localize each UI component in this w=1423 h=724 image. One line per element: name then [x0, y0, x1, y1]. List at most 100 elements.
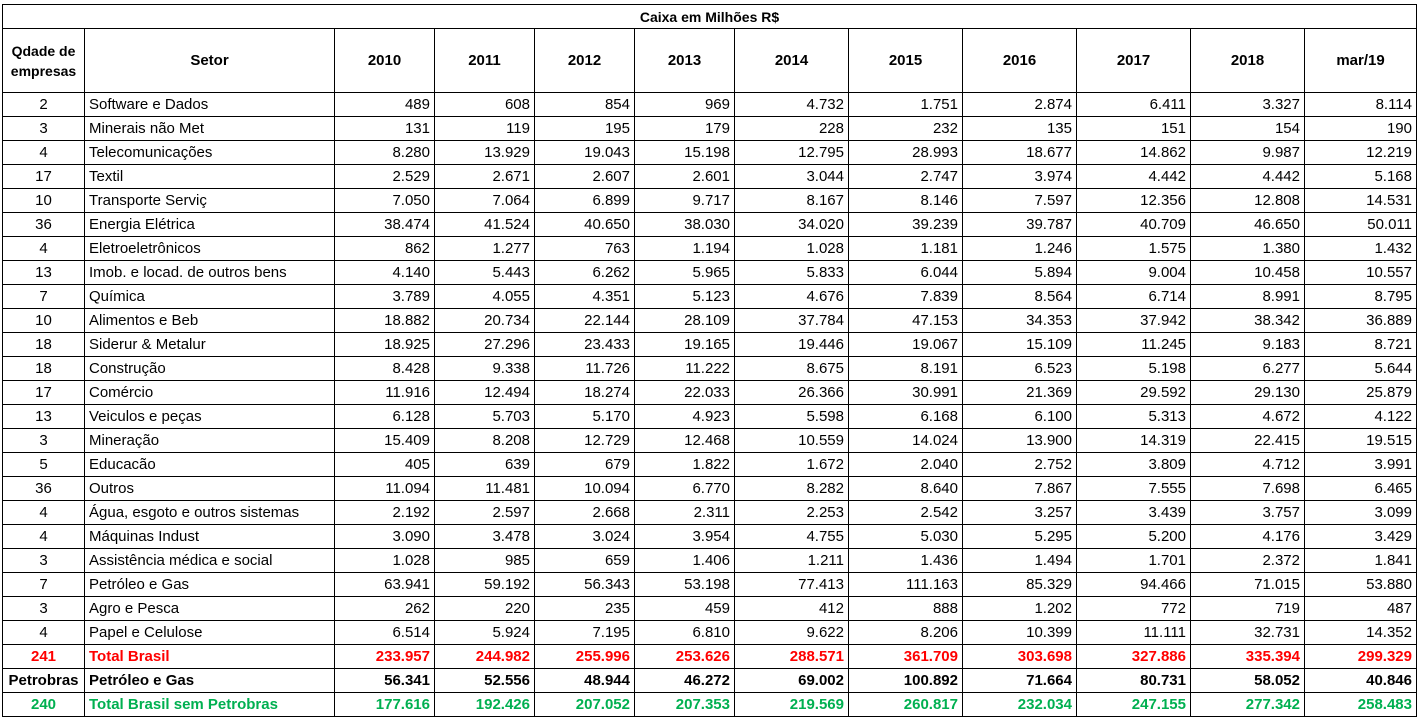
value-cell: 47.153	[848, 308, 963, 333]
value-cell: 5.200	[1076, 524, 1191, 549]
value-cell: 10.557	[1304, 260, 1417, 285]
value-cell: 34.353	[962, 308, 1077, 333]
value-cell: 4.672	[1190, 404, 1305, 429]
table-row: 3 Mineração 15.409 8.208 12.729 12.468 10.559 1…	[2, 428, 1417, 453]
value-cell: 11.111	[1076, 620, 1191, 645]
value-cell: 8.564	[962, 284, 1077, 309]
value-cell: 10.094	[534, 476, 635, 501]
value-cell: 27.296	[434, 332, 535, 357]
value-cell: 177.616	[334, 692, 435, 717]
value-cell: 12.808	[1190, 188, 1305, 213]
value-cell: 405	[334, 452, 435, 477]
value-cell: 18.882	[334, 308, 435, 333]
value-cell: 6.714	[1076, 284, 1191, 309]
value-cell: 5.598	[734, 404, 849, 429]
value-cell: 19.067	[848, 332, 963, 357]
value-cell: 8.640	[848, 476, 963, 501]
header-setor: Setor	[84, 28, 335, 93]
value-cell: 12.729	[534, 428, 635, 453]
qtd-cell: 18	[2, 356, 85, 381]
value-cell: 2.597	[434, 500, 535, 525]
value-cell: 85.329	[962, 572, 1077, 597]
value-cell: 3.809	[1076, 452, 1191, 477]
table-row: 36 Energia Elétrica 38.474 41.524 40.650 38.0…	[2, 212, 1417, 237]
value-cell: 1.277	[434, 236, 535, 261]
sector-cell: Papel e Celulose	[84, 620, 335, 645]
value-cell: 5.703	[434, 404, 535, 429]
qtd-cell: 4	[2, 236, 85, 261]
value-cell: 3.478	[434, 524, 535, 549]
total-row: 240 Total Brasil sem Petrobras 177.616 192.…	[2, 692, 1417, 717]
table-row: 17 Comércio 11.916 12.494 18.274 22.033 26.366…	[2, 380, 1417, 405]
value-cell: 1.406	[634, 548, 735, 573]
value-cell: 1.822	[634, 452, 735, 477]
value-cell: 1.494	[962, 548, 1077, 573]
value-cell: 2.752	[962, 452, 1077, 477]
value-cell: 207.052	[534, 692, 635, 717]
qtd-cell: 10	[2, 188, 85, 213]
value-cell: 1.028	[334, 548, 435, 573]
value-cell: 4.442	[1190, 164, 1305, 189]
value-cell: 327.886	[1076, 644, 1191, 669]
value-cell: 1.701	[1076, 548, 1191, 573]
sector-cell: Minerais não Met	[84, 116, 335, 141]
value-cell: 8.208	[434, 428, 535, 453]
value-cell: 8.675	[734, 356, 849, 381]
value-cell: 2.607	[534, 164, 635, 189]
value-cell: 6.168	[848, 404, 963, 429]
value-cell: 2.601	[634, 164, 735, 189]
value-cell: 29.130	[1190, 380, 1305, 405]
value-cell: 335.394	[1190, 644, 1305, 669]
value-cell: 5.170	[534, 404, 635, 429]
table-row: 4 Máquinas Indust 3.090 3.478 3.024 3.954 4.75…	[2, 524, 1417, 549]
header-year: 2015	[848, 28, 963, 93]
sector-cell: Veiculos e peças	[84, 404, 335, 429]
sector-cell: Petróleo e Gas	[84, 572, 335, 597]
qtd-cell: 4	[2, 500, 85, 525]
table-row: 7 Química 3.789 4.055 4.351 5.123 4.676 7.839 8.…	[2, 284, 1417, 309]
value-cell: 2.668	[534, 500, 635, 525]
table-title: Caixa em Milhões R$	[2, 4, 1417, 29]
value-cell: 459	[634, 596, 735, 621]
value-cell: 22.033	[634, 380, 735, 405]
value-cell: 11.094	[334, 476, 435, 501]
value-cell: 3.954	[634, 524, 735, 549]
table-row: 3 Minerais não Met 131 119 195 179 228 232 135 15…	[2, 116, 1417, 141]
value-cell: 9.717	[634, 188, 735, 213]
value-cell: 6.411	[1076, 92, 1191, 117]
value-cell: 233.957	[334, 644, 435, 669]
value-cell: 22.415	[1190, 428, 1305, 453]
value-cell: 38.474	[334, 212, 435, 237]
value-cell: 4.055	[434, 284, 535, 309]
qtd-cell: 17	[2, 164, 85, 189]
value-cell: 77.413	[734, 572, 849, 597]
table-row: 7 Petróleo e Gas 63.941 59.192 56.343 53.198 7…	[2, 572, 1417, 597]
value-cell: 1.202	[962, 596, 1077, 621]
value-cell: 361.709	[848, 644, 963, 669]
value-cell: 247.155	[1076, 692, 1191, 717]
value-cell: 18.925	[334, 332, 435, 357]
value-cell: 262	[334, 596, 435, 621]
value-cell: 10.559	[734, 428, 849, 453]
sector-cell: Mineração	[84, 428, 335, 453]
value-cell: 8.428	[334, 356, 435, 381]
value-cell: 1.432	[1304, 236, 1417, 261]
value-cell: 4.351	[534, 284, 635, 309]
value-cell: 10.458	[1190, 260, 1305, 285]
value-cell: 412	[734, 596, 849, 621]
qtd-cell: 10	[2, 308, 85, 333]
value-cell: 100.892	[848, 668, 963, 693]
value-cell: 14.352	[1304, 620, 1417, 645]
value-cell: 4.923	[634, 404, 735, 429]
qtd-cell: 3	[2, 596, 85, 621]
value-cell: 9.622	[734, 620, 849, 645]
value-cell: 13.900	[962, 428, 1077, 453]
value-cell: 5.168	[1304, 164, 1417, 189]
value-cell: 4.712	[1190, 452, 1305, 477]
value-cell: 6.044	[848, 260, 963, 285]
sector-cell: Eletroeletrônicos	[84, 236, 335, 261]
qtd-cell: Petrobras	[2, 668, 85, 693]
sector-cell: Transporte Serviç	[84, 188, 335, 213]
value-cell: 131	[334, 116, 435, 141]
value-cell: 7.195	[534, 620, 635, 645]
